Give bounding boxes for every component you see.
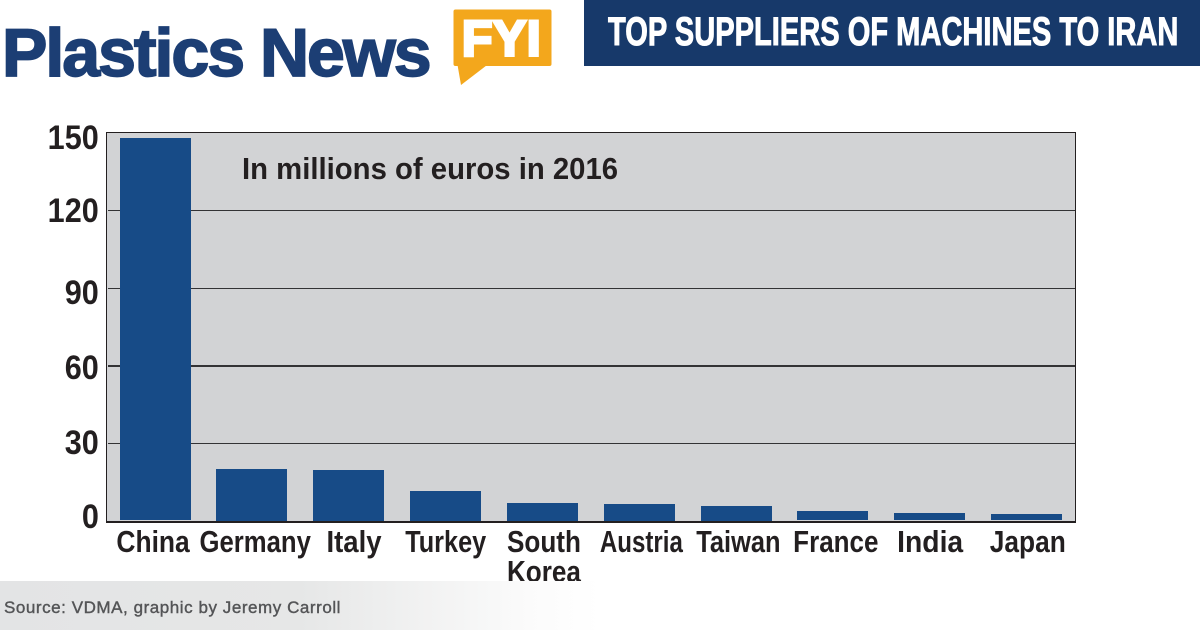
svg-text:FYI: FYI bbox=[462, 11, 541, 67]
